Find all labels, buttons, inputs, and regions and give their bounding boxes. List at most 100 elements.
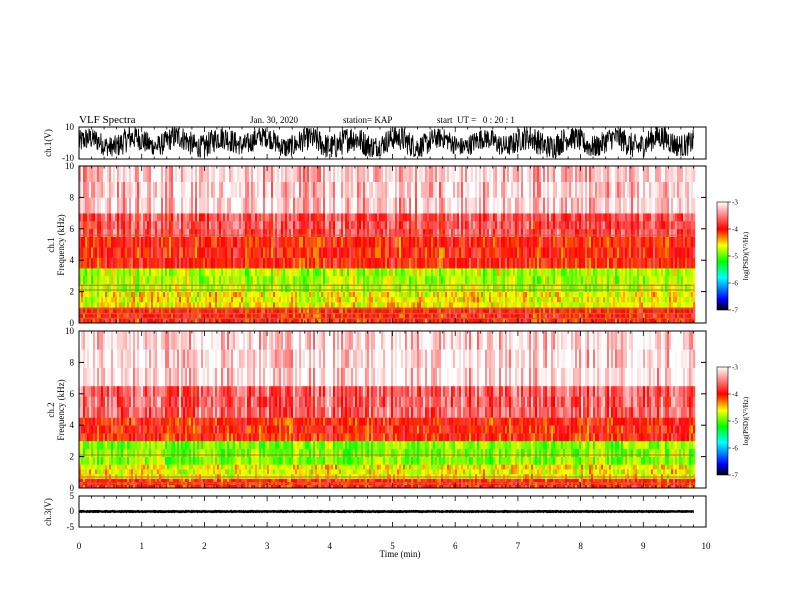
spectrogram-cell xyxy=(121,268,124,277)
spectrogram-cell xyxy=(329,312,332,318)
spectrogram-cell xyxy=(537,247,540,258)
spectrogram-cell xyxy=(433,317,436,324)
spectrogram-cell xyxy=(387,291,390,298)
spectrogram-cell xyxy=(349,220,352,230)
spectrogram-cell xyxy=(181,257,184,269)
spectrogram-cell xyxy=(529,307,532,313)
spectrogram-cell xyxy=(91,228,94,237)
spectrogram-cell xyxy=(181,302,184,308)
spectrogram-cell xyxy=(267,275,270,285)
spectrogram-cell xyxy=(135,228,138,237)
spectrogram-cell xyxy=(361,181,364,198)
spectrogram-cell xyxy=(531,291,534,298)
spectrogram-cell xyxy=(549,197,552,214)
spectrogram-cell xyxy=(259,283,262,292)
spectrogram-cell xyxy=(221,181,224,198)
spectrogram-cell xyxy=(173,302,176,308)
spectrogram-cell xyxy=(219,283,222,292)
spectrogram-cell xyxy=(351,181,354,198)
spectrogram-cell xyxy=(121,166,124,182)
spectrogram-cell xyxy=(409,166,412,182)
spectrogram-cell xyxy=(335,283,338,292)
spectrogram-cell xyxy=(335,228,338,237)
spectrogram-cell xyxy=(121,291,124,298)
spectrogram-cell xyxy=(523,296,526,303)
spectrogram-cell xyxy=(167,228,170,237)
spectrogram-cell xyxy=(543,317,546,324)
spectrogram-cell xyxy=(463,181,466,198)
spectrogram-cell xyxy=(247,283,250,292)
spectrogram-cell xyxy=(257,181,260,198)
spectrogram-cell xyxy=(469,302,472,308)
spectrogram-cell xyxy=(429,291,432,298)
spectrogram-cell xyxy=(581,220,584,230)
spectrogram-cell xyxy=(389,317,392,324)
spectrogram-cell xyxy=(457,257,460,269)
spectrogram-cell xyxy=(507,296,510,303)
spectrogram-cell xyxy=(535,197,538,214)
spectrogram-cell xyxy=(189,166,192,182)
spectrogram-cell xyxy=(365,247,368,258)
spectrogram-cell xyxy=(585,302,588,308)
spectrogram-cell xyxy=(369,197,372,214)
spectrogram-cell xyxy=(567,236,570,248)
spectrogram-cell xyxy=(547,275,550,285)
spectrogram-cell xyxy=(245,268,248,277)
spectrogram-cell xyxy=(577,312,580,318)
spectrogram-cell xyxy=(161,283,164,292)
spectrogram-cell xyxy=(479,228,482,237)
spectrogram-cell xyxy=(369,302,372,308)
spectrogram-cell xyxy=(305,291,308,298)
spectrogram-cell xyxy=(191,291,194,298)
spectrogram-cell xyxy=(511,307,514,313)
spectrogram-cell xyxy=(287,283,290,292)
spectrogram-cell xyxy=(215,166,218,182)
spectrogram-cell xyxy=(337,247,340,258)
spectrogram-cell xyxy=(207,291,210,298)
spectrogram-cell xyxy=(541,220,544,230)
spectrogram-cell xyxy=(199,291,202,298)
spectrogram-cell xyxy=(427,291,430,298)
spectrogram-cell xyxy=(99,296,102,303)
spectrogram-cell xyxy=(569,247,572,258)
spectrogram-cell xyxy=(211,268,214,277)
spectrogram-cell xyxy=(451,247,454,258)
spectrogram-cell xyxy=(305,181,308,198)
spectrogram-cell xyxy=(521,268,524,277)
spectrogram-cell xyxy=(247,166,250,182)
spectrogram-cell xyxy=(107,197,110,214)
spectrogram-cell xyxy=(185,213,188,222)
spectrogram-cell xyxy=(135,257,138,269)
spectrogram-cell xyxy=(377,268,380,277)
spectrogram-cell xyxy=(193,166,196,182)
spectrogram-cell xyxy=(221,275,224,285)
spectrogram-cell xyxy=(627,283,630,292)
spectrogram-cell xyxy=(229,268,232,277)
spectrogram-cell xyxy=(203,296,206,303)
spectrogram-cell xyxy=(207,312,210,318)
spectrogram-cell xyxy=(573,181,576,198)
spectrogram-cell xyxy=(475,317,478,324)
spectrogram-cell xyxy=(221,317,224,324)
spectrogram-cell xyxy=(453,291,456,298)
spectrogram-cell xyxy=(433,291,436,298)
spectrogram-cell xyxy=(191,228,194,237)
spectrogram-cell xyxy=(307,181,310,198)
spectrogram-cell xyxy=(549,268,552,277)
spectrogram-cell xyxy=(459,312,462,318)
spectrogram-cell xyxy=(353,302,356,308)
spectrogram-cell xyxy=(267,283,270,292)
spectrogram-cell xyxy=(449,247,452,258)
spectrogram-cell xyxy=(563,220,566,230)
spectrogram-cell xyxy=(247,228,250,237)
spectrogram-cell xyxy=(247,257,250,269)
spectrogram-cell xyxy=(495,275,498,285)
spectrogram-cell xyxy=(507,317,510,324)
spectrogram-cell xyxy=(477,268,480,277)
spectrogram-cell xyxy=(475,296,478,303)
spectrogram-cell xyxy=(395,197,398,214)
spectrogram-cell xyxy=(213,268,216,277)
spectrogram-cell xyxy=(561,247,564,258)
spectrogram-cell xyxy=(189,228,192,237)
spectrogram-cell xyxy=(423,275,426,285)
